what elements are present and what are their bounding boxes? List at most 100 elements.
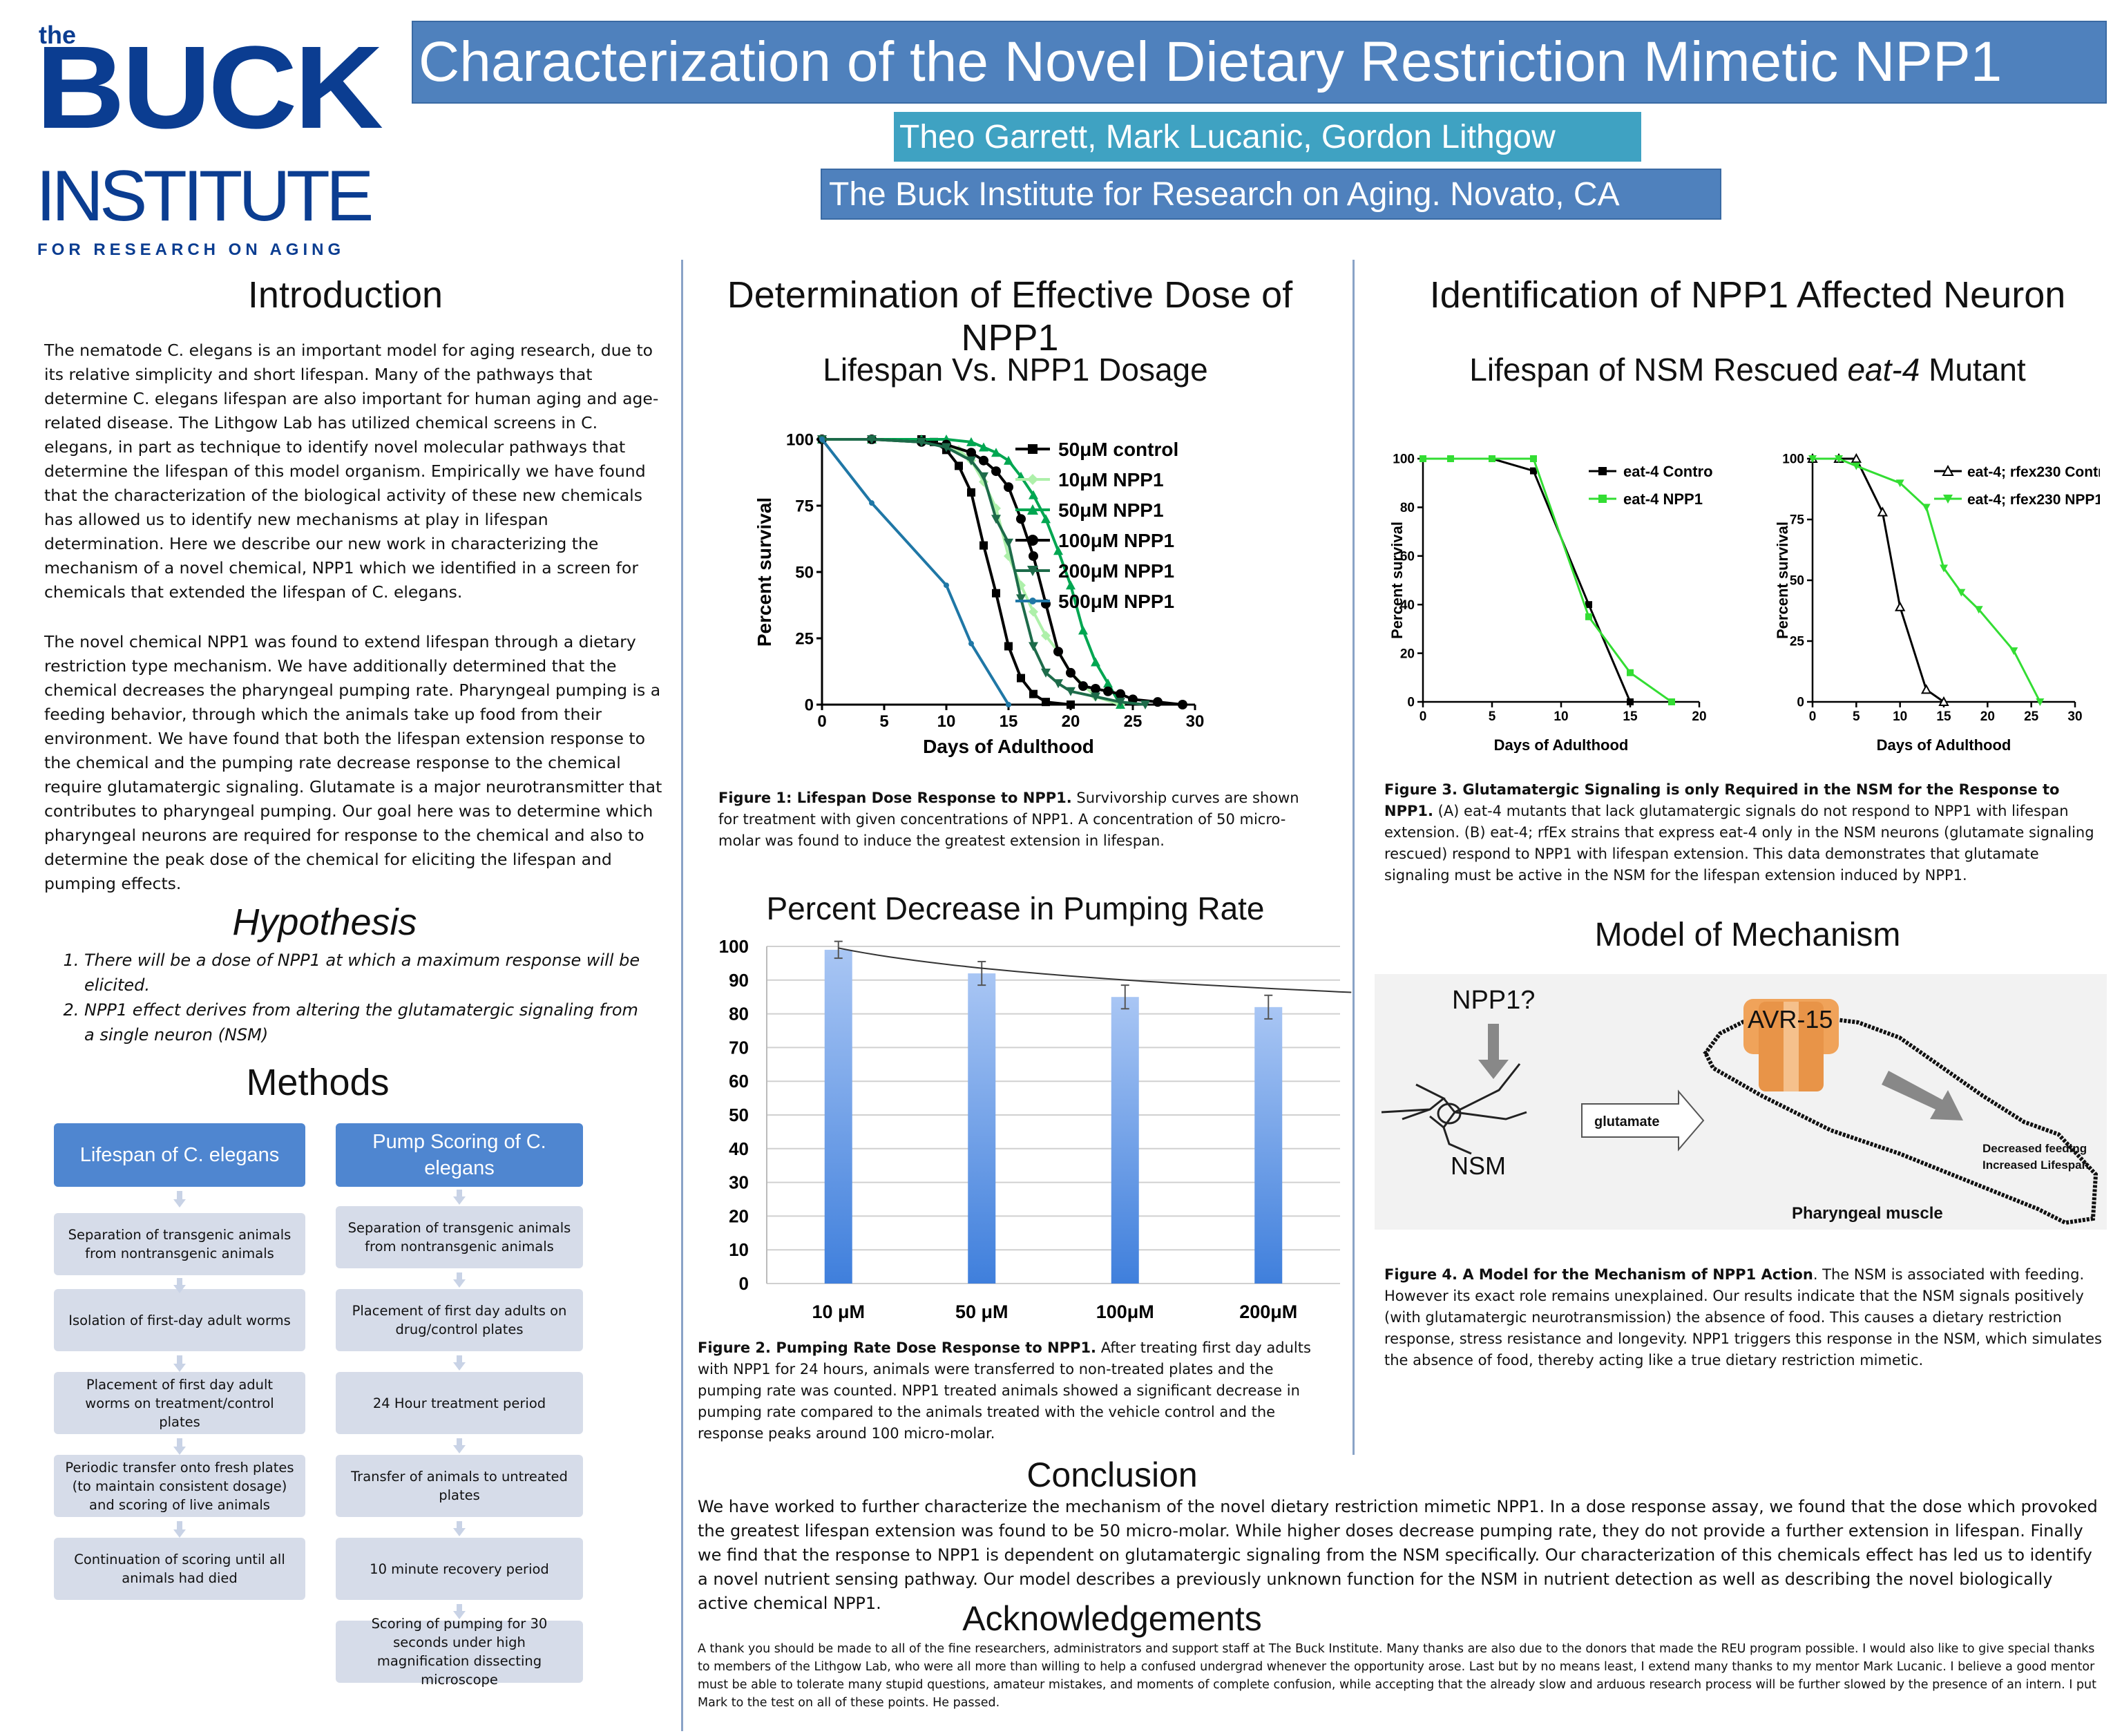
column-divider-right: [1352, 260, 1355, 1455]
figure1-caption: Figure 1: Lifespan Dose Response to NPP1…: [718, 788, 1312, 852]
y-tick-label: 90: [729, 970, 749, 991]
bar-2: [1111, 997, 1139, 1284]
figure3-caption-bold: Figure 3. Glutamatergic Signaling is onl…: [1384, 781, 2060, 819]
x-tick-label: 20: [1980, 709, 1995, 724]
trendline: [838, 947, 1352, 993]
nsm-rescued-lifespan-chart: 0 25 50 75 100 0 5 10 15 20 25 30 Days of Adulthood P…: [1774, 452, 2100, 753]
introduction-title: Introduction: [247, 274, 443, 316]
legend-label-0: eat-4; rfex230 Control: [1967, 464, 2100, 480]
y-tick-label: 50: [795, 563, 814, 582]
data-point: [944, 582, 949, 589]
data-point: [1895, 479, 1904, 488]
data-point: [1103, 686, 1113, 696]
y-tick-label: 40: [1400, 598, 1415, 613]
muscle-label: Pharyngeal muscle: [1792, 1204, 1943, 1223]
legend-label-1: 10μM NPP1: [1058, 469, 1164, 490]
y-tick-label: 75: [795, 497, 814, 515]
logo-tagline: FOR RESEARCH ON AGING: [37, 240, 345, 259]
series-line-1: [1813, 457, 2041, 703]
data-point: [1004, 482, 1013, 493]
y-tick-label: 100: [719, 936, 749, 957]
legend-marker-0: [1028, 444, 1038, 454]
y-tick-label: 25: [795, 629, 814, 648]
flow-arrow-head: [453, 1528, 466, 1536]
x-tick-label: 5: [1853, 709, 1860, 724]
y-tick-label: 30: [729, 1172, 749, 1193]
hypothesis-item-2: NPP1 effect derives from altering the gl…: [84, 998, 651, 1047]
data-point: [1067, 700, 1075, 709]
x-tick-label: 5: [879, 712, 888, 731]
data-point: [991, 466, 1001, 477]
methods-col2-step-4: Transfer of animals to untreated plates: [336, 1455, 583, 1517]
x-axis-label: Days of Adulthood: [923, 736, 1094, 757]
y-tick-label: 60: [1400, 549, 1415, 564]
data-point: [1103, 678, 1113, 688]
x-tick-label: 0: [1420, 709, 1427, 724]
legend-label-3: 100μM NPP1: [1058, 530, 1174, 551]
data-point: [917, 437, 926, 447]
series-line-0: [1813, 457, 1944, 703]
data-point: [1922, 504, 1931, 512]
flow-arrow-head: [453, 1279, 466, 1288]
data-point: [1029, 551, 1038, 561]
data-point: [1178, 700, 1187, 709]
y-tick-label: 50: [729, 1105, 749, 1125]
data-point: [979, 455, 988, 466]
lifespan-dose-chart: 0 25 50 75 100 0 5 10 15 20 25 30 Days of Adulthood P…: [754, 430, 1204, 757]
methods-col2-step-3: 24 Hour treatment period: [336, 1372, 583, 1434]
y-tick-label: 0: [1407, 696, 1415, 710]
data-point: [1447, 455, 1454, 462]
data-point: [1053, 546, 1063, 555]
effect-label-1: Decreased feeding: [1982, 1142, 2087, 1155]
data-point: [1053, 647, 1063, 657]
y-axis-label: Percent survival: [1388, 522, 1406, 639]
data-point: [1585, 613, 1592, 620]
data-point: [1668, 698, 1675, 705]
x-tick-label: 10: [1554, 709, 1568, 724]
effect-arrow: [1882, 1071, 1963, 1120]
flow-arrow: [457, 1190, 462, 1198]
data-point: [979, 472, 988, 481]
logo-the: the: [39, 21, 76, 49]
data-point: [1835, 455, 1843, 463]
data-point: [1140, 700, 1150, 709]
y-tick-label: 80: [1400, 501, 1415, 515]
x-tick-label: 0: [817, 712, 826, 731]
flow-arrow: [177, 1521, 182, 1529]
data-point: [1116, 698, 1125, 707]
data-point: [1066, 580, 1076, 590]
methods-col2-step-2: Placement of first day adults on drug/co…: [336, 1289, 583, 1351]
data-point: [1153, 697, 1163, 707]
x-tick-label: 50 μM: [955, 1301, 1009, 1322]
legend-label-5: 500μM NPP1: [1058, 591, 1174, 612]
poster-title-text: Characterization of the Novel Dietary Re…: [419, 30, 2002, 93]
x-tick-label: 200μM: [1239, 1301, 1297, 1322]
y-tick-label: 50: [1790, 574, 1804, 589]
chart1-title: Lifespan Vs. NPP1 Dosage: [823, 352, 1208, 388]
data-point: [1041, 631, 1051, 641]
data-point: [819, 437, 825, 442]
neuron-section-title: Identification of NPP1 Affected Neuron: [1429, 274, 2066, 316]
data-point: [1091, 657, 1100, 667]
y-tick-label: 75: [1790, 513, 1805, 528]
npp1-arrow: [1478, 1024, 1509, 1079]
authors-text: Theo Garrett, Mark Lucanic, Gordon Lithg…: [899, 118, 1556, 155]
data-point: [1116, 689, 1125, 699]
data-point: [1974, 606, 1983, 614]
data-point: [1852, 462, 1861, 470]
methods-col1-step-5: Continuation of scoring until all animal…: [54, 1538, 305, 1600]
methods-title: Methods: [246, 1062, 390, 1103]
acknowledgements-text: A thank you should be made to all of the…: [698, 1642, 2096, 1710]
avr15-channel: [1743, 999, 1839, 1091]
bar-1: [968, 973, 996, 1284]
figure2-caption-bold: Figure 2. Pumping Rate Dose Response to …: [698, 1339, 1097, 1356]
data-point: [1940, 564, 1948, 573]
flow-arrow: [457, 1272, 462, 1281]
data-point: [1530, 467, 1537, 475]
bar-3: [1254, 1007, 1283, 1284]
data-point: [1938, 696, 1949, 706]
data-point: [1078, 681, 1088, 691]
x-tick-label: 30: [2067, 709, 2082, 724]
data-point: [968, 640, 974, 647]
data-point: [1004, 455, 1013, 465]
